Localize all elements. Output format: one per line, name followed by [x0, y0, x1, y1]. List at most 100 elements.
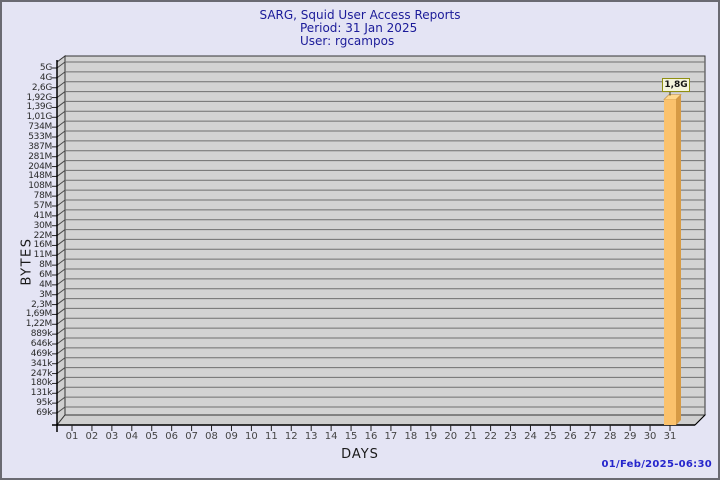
y-tick-diagonal — [56, 91, 66, 98]
y-tick-diagonal — [56, 120, 66, 128]
y-axis-tick-label: 3M — [39, 289, 52, 300]
y-tick-diagonal — [56, 298, 66, 305]
y-tick-diagonal — [56, 377, 66, 384]
y-axis-tick-label: 6M — [39, 270, 52, 280]
y-tick-diagonal — [56, 337, 66, 345]
y-axis-title: BYTES — [19, 237, 35, 286]
y-tick-diagonal — [56, 239, 66, 246]
y-tick-diagonal — [56, 357, 66, 365]
x-axis-tick-label: 08 — [205, 431, 218, 442]
x-axis-tick-label: 01 — [65, 431, 79, 442]
y-axis-tick-label: 341k — [30, 358, 53, 369]
y-axis-tick-label: 1,39G — [26, 102, 52, 113]
x-axis-tick-label: 07 — [185, 431, 198, 442]
y-axis-tick-label: 281M — [28, 151, 52, 162]
y-axis-tick-label: 1,92G — [26, 92, 52, 103]
x-axis-tick-label: 10 — [245, 431, 258, 442]
x-axis-tick-label: 11 — [264, 431, 278, 442]
y-axis-tick-label: 41M — [33, 210, 53, 221]
plot-floor — [55, 414, 707, 426]
x-axis-tick-label: 26 — [563, 431, 577, 442]
y-tick-diagonal — [56, 209, 66, 217]
y-tick-diagonal — [56, 140, 66, 148]
y-tick-diagonal — [56, 248, 66, 256]
y-axis-tick-label: 1,01G — [26, 112, 52, 123]
y-axis-tick-label: 646k — [30, 339, 53, 349]
x-axis-tick-label: 30 — [643, 431, 657, 442]
y-axis-tick-label: 2,6G — [31, 82, 52, 93]
x-axis-corner — [694, 414, 706, 426]
x-axis-tick-label: 03 — [105, 431, 119, 442]
y-axis-tick-label: 148M — [28, 171, 52, 182]
x-axis-tick-label: 20 — [444, 431, 458, 442]
x-axis-tick-label: 06 — [165, 431, 179, 442]
y-tick-diagonal — [56, 189, 66, 197]
bar-front-face — [664, 99, 676, 425]
y-tick-diagonal — [56, 367, 66, 374]
y-axis-tick-label: 889k — [30, 329, 53, 340]
y-axis-tick-label: 469k — [30, 348, 53, 359]
y-tick-diagonal — [56, 406, 66, 414]
y-axis-tick-label: 8M — [39, 260, 52, 271]
y-tick-diagonal — [56, 347, 66, 355]
x-axis-tick-label: 21 — [464, 431, 478, 442]
y-tick-diagonal — [56, 179, 66, 187]
y-tick-diagonal — [56, 396, 66, 404]
report-title: SARG, Squid User Access Reports — [259, 8, 461, 22]
y-axis-tick-label: 30M — [33, 220, 53, 231]
x-axis-tick-label: 19 — [424, 431, 438, 442]
y-axis-tick-label: 108M — [28, 181, 52, 192]
x-axis-tick-label: 16 — [364, 431, 378, 442]
bar-value-label: 1,8G — [662, 78, 690, 92]
y-axis-tick-label: 2,3M — [31, 299, 52, 310]
report-period: Period: 31 Jan 2025 — [300, 21, 418, 35]
y-tick-diagonal — [56, 160, 66, 167]
y-tick-diagonal — [56, 288, 66, 296]
x-axis-tick-label: 28 — [603, 431, 617, 442]
y-axis-tick-label: 4M — [39, 279, 52, 290]
x-axis-tick-label: 09 — [225, 431, 238, 442]
y-axis-tick-label: 11M — [33, 250, 53, 261]
y-tick-diagonal — [56, 219, 66, 227]
y-tick-diagonal — [56, 386, 66, 394]
x-axis-tick-label: 13 — [304, 431, 318, 442]
y-tick-diagonal — [56, 61, 66, 69]
y-tick-diagonal — [56, 258, 66, 266]
y-axis-tick-label: 1,69M — [25, 309, 53, 320]
x-axis-tick-label: 22 — [484, 431, 497, 442]
x-axis-title: DAYS — [341, 447, 379, 462]
y-axis-tick-label: 78M — [33, 191, 53, 202]
y-tick-diagonal — [56, 308, 66, 315]
y-axis-tick-label: 180k — [30, 378, 53, 389]
y-tick-diagonal — [56, 71, 66, 79]
x-axis-tick-label: 23 — [504, 431, 517, 442]
y-tick-diagonal — [56, 130, 66, 138]
x-axis-tick-label: 31 — [663, 431, 677, 442]
report-user: User: rgcampos — [300, 34, 395, 48]
y-axis-tick-label: 204M — [28, 161, 52, 172]
y-tick-diagonal — [56, 199, 66, 207]
y-axis-tick-label: 247k — [30, 368, 53, 379]
x-axis-tick-label: 27 — [583, 431, 597, 442]
plot-back-wall — [64, 55, 706, 416]
x-axis-tick-label: 24 — [524, 431, 537, 442]
x-axis-tick-label: 25 — [544, 431, 557, 442]
y-axis-tick-label: 57M — [33, 201, 53, 211]
y-tick-diagonal — [56, 81, 66, 89]
x-axis-tick-label: 05 — [145, 431, 159, 442]
x-axis-tick-label: 17 — [384, 431, 398, 442]
y-axis-tick-label: 22M — [33, 230, 53, 241]
x-axis-tick-label: 14 — [324, 431, 338, 442]
report-timestamp: 01/Feb/2025-06:30 — [601, 459, 712, 470]
x-axis-tick-label: 12 — [284, 431, 298, 442]
bar-side-face — [676, 94, 681, 425]
y-tick-diagonal — [56, 278, 66, 286]
x-axis-tick-label: 02 — [85, 431, 99, 442]
y-tick-diagonal — [56, 101, 66, 108]
y-tick-diagonal — [56, 327, 66, 335]
y-tick-diagonal — [56, 317, 66, 325]
y-axis-tick-label: 734M — [28, 122, 52, 133]
y-tick-diagonal — [56, 170, 66, 177]
x-axis-tick-label: 04 — [125, 431, 139, 442]
